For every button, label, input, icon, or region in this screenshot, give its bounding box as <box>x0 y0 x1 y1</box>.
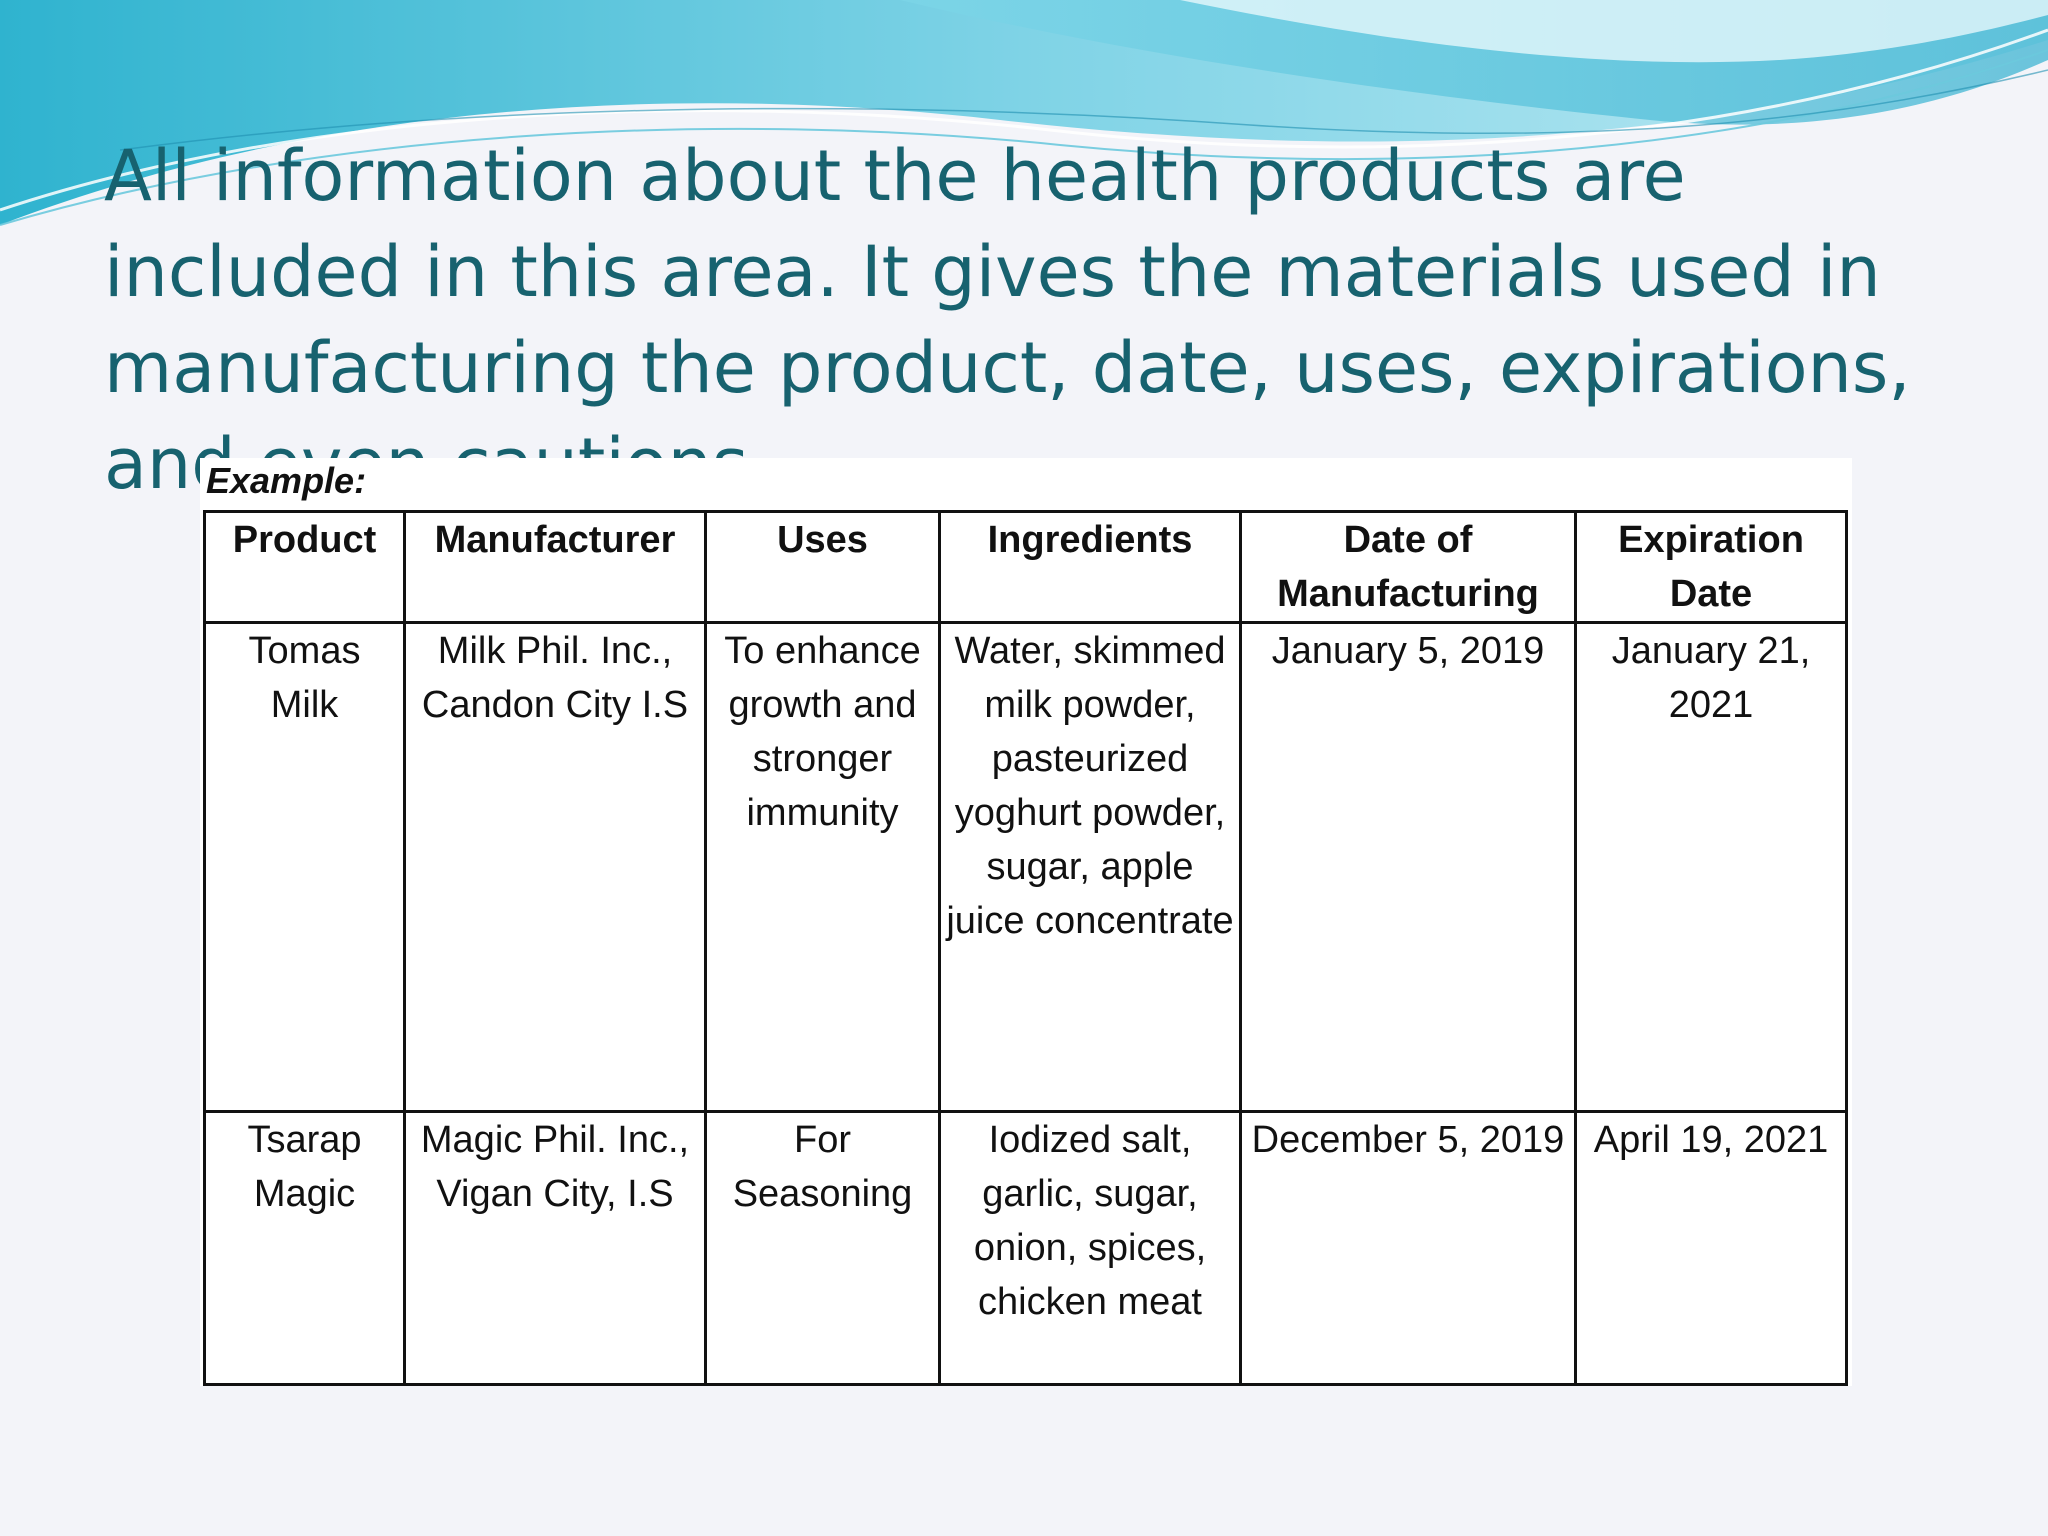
table-cell: January 21, 2021 <box>1574 621 1848 1113</box>
table-cell: December 5, 2019 <box>1239 1110 1577 1386</box>
column-header: Uses <box>704 510 941 624</box>
table-cell: Water, skimmed milk powder, pasteurized … <box>938 621 1242 1113</box>
table-cell: Tsarap Magic <box>203 1110 406 1386</box>
example-label: Example: <box>206 460 367 501</box>
column-header: Manufacturer <box>403 510 707 624</box>
table-cell: Tomas Milk <box>203 621 406 1113</box>
table-cell: To enhance growth and stronger immunity <box>704 621 941 1113</box>
table-cell: Iodized salt, garlic, sugar, onion, spic… <box>938 1110 1242 1386</box>
slide-title: All information about the health product… <box>104 135 1911 505</box>
products-table: Product Manufacturer Uses Ingredients Da… <box>203 510 1848 1386</box>
table-row: Tomas Milk Milk Phil. Inc., Candon City … <box>203 621 1848 1113</box>
column-header: Date of Manufacturing <box>1239 510 1577 624</box>
table-cell: April 19, 2021 <box>1574 1110 1848 1386</box>
table-cell: January 5, 2019 <box>1239 621 1577 1113</box>
decorative-wave-header <box>0 0 2048 226</box>
column-header: Ingredients <box>938 510 1242 624</box>
example-table-card: Example: Product Manufacturer Uses Ingre… <box>200 458 1852 1386</box>
column-header: Product <box>203 510 406 624</box>
table-cell: Milk Phil. Inc., Candon City I.S <box>403 621 707 1113</box>
table-header-row: Product Manufacturer Uses Ingredients Da… <box>203 510 1848 624</box>
column-header: Expiration Date <box>1574 510 1848 624</box>
table-row: Tsarap Magic Magic Phil. Inc., Vigan Cit… <box>203 1110 1848 1386</box>
table-cell: Magic Phil. Inc., Vigan City, I.S <box>403 1110 707 1386</box>
table-cell: For Seasoning <box>704 1110 941 1386</box>
